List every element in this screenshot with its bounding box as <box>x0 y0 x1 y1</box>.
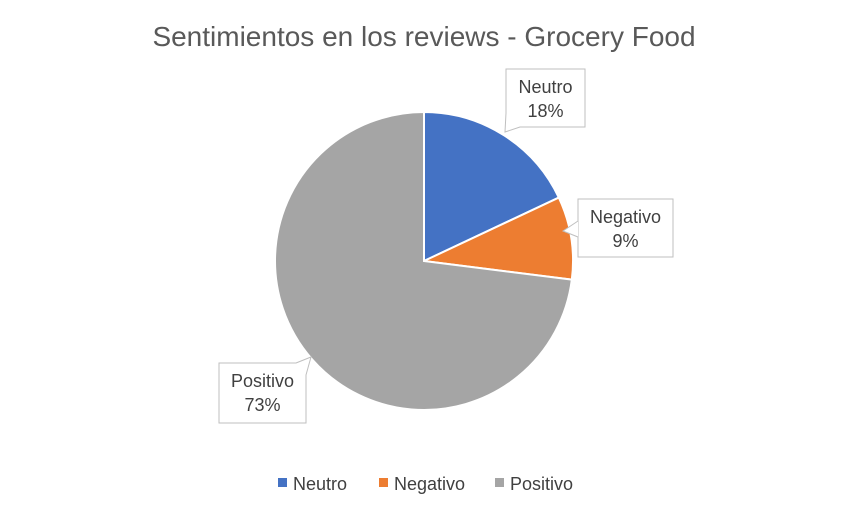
callout-box <box>505 68 586 128</box>
legend-label: Positivo <box>510 474 573 494</box>
callout-box <box>577 198 674 258</box>
legend: Neutro Negativo Positivo <box>278 474 573 494</box>
chart-title: Sentimientos en los reviews - Grocery Fo… <box>152 21 695 52</box>
legend-swatch <box>495 478 504 487</box>
pie-slice-positivo <box>274 110 573 411</box>
callout-category: Positivo <box>231 371 294 391</box>
data-label-positivo: Positivo 73% <box>218 356 312 424</box>
legend-item-positivo: Positivo <box>495 474 573 494</box>
callout-percent: 18% <box>527 101 563 121</box>
callout-box <box>218 362 307 424</box>
pie-slice-negativo <box>420 196 574 281</box>
pie-slice-neutro <box>423 110 561 263</box>
callout-pointer <box>504 112 521 133</box>
legend-item-negativo: Negativo <box>379 474 465 494</box>
callout-percent: 9% <box>612 231 638 251</box>
callout-pointer <box>295 356 312 376</box>
callout-category: Neutro <box>518 77 572 97</box>
callout-pointer <box>561 220 579 238</box>
legend-label: Negativo <box>394 474 465 494</box>
data-label-negativo: Negativo 9% <box>561 198 674 258</box>
callout-percent: 73% <box>244 395 280 415</box>
data-label-callouts: Neutro 18% Negativo 9% Positivo 73% <box>218 68 674 424</box>
legend-item-neutro: Neutro <box>278 474 347 494</box>
legend-swatch <box>379 478 388 487</box>
callout-category: Negativo <box>590 207 661 227</box>
data-label-neutro: Neutro 18% <box>504 68 586 133</box>
legend-swatch <box>278 478 287 487</box>
pie-slices <box>274 110 574 411</box>
legend-label: Neutro <box>293 474 347 494</box>
